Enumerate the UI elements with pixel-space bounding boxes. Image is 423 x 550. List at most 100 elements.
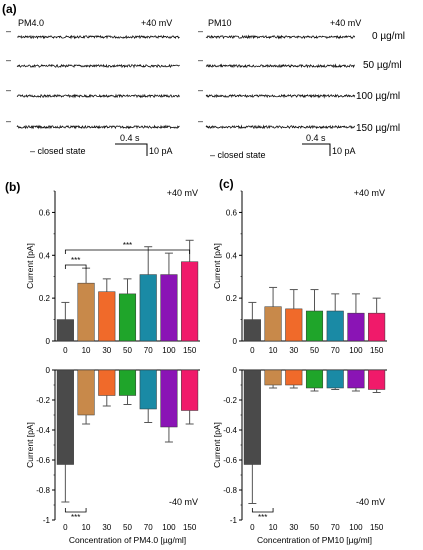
- bar-70: [326, 369, 344, 389]
- bar-50: [118, 293, 137, 342]
- trace-voltage-right: +40 mV: [330, 18, 361, 28]
- x-tick-label: 150: [370, 523, 384, 532]
- bar-50: [305, 369, 324, 389]
- x-tick-label: 50: [310, 346, 319, 355]
- voltage-annotation: +40 mV: [354, 188, 385, 198]
- voltage-annotation: +40 mV: [167, 188, 198, 198]
- bar-70: [139, 369, 157, 410]
- current-trace-pm4-1: [16, 63, 180, 69]
- panel-label-b: (b): [5, 180, 20, 194]
- x-tick-label: 30: [102, 346, 111, 355]
- x-tick-label: 0: [250, 523, 255, 532]
- y-tick-label: -1: [230, 516, 238, 525]
- x-tick-label: 150: [370, 346, 384, 355]
- bar-150: [368, 369, 386, 390]
- y-tick-label: 0: [233, 366, 238, 375]
- x-tick-label: 10: [269, 523, 278, 532]
- bar-30: [98, 369, 116, 396]
- x-tick-label: 30: [289, 523, 298, 532]
- closed-state-marker: –: [198, 116, 203, 126]
- bar-10: [264, 369, 282, 386]
- closed-state-marker: –: [6, 26, 11, 36]
- significance-label: ***: [71, 256, 80, 265]
- y-tick-label: -0.6: [223, 456, 237, 465]
- concentration-label-100: 100 µg/ml: [356, 91, 400, 102]
- x-axis-label: Concentration of PM10 [µg/ml]: [257, 535, 372, 545]
- current-trace-pm4-3: [16, 124, 180, 130]
- y-tick-label: 0.4: [226, 251, 238, 260]
- bar-100: [160, 274, 178, 342]
- x-tick-label: 70: [331, 346, 340, 355]
- bar-30: [285, 308, 303, 342]
- closed-state-legend-right: – closed state: [210, 150, 266, 160]
- x-tick-label: 100: [349, 346, 363, 355]
- scale-current-left: 10 pA: [149, 146, 173, 156]
- panel-label-a: (a): [2, 2, 17, 16]
- bar-100: [160, 369, 178, 428]
- x-tick-label: 0: [63, 523, 68, 532]
- x-tick-label: 150: [183, 346, 197, 355]
- bar-10: [264, 306, 282, 342]
- bar-0: [243, 319, 261, 342]
- current-trace-pm4-0: [16, 34, 180, 40]
- current-trace-pm10-0: [205, 34, 356, 40]
- y-tick-label: -1: [43, 516, 51, 525]
- closed-state-marker: –: [6, 55, 11, 65]
- x-tick-label: 10: [82, 523, 91, 532]
- significance-label: ***: [123, 241, 132, 250]
- y-axis-label: Current [pA]: [25, 243, 35, 289]
- x-tick-label: 50: [123, 346, 132, 355]
- x-tick-label: 70: [144, 523, 153, 532]
- y-tick-label: -0.2: [36, 396, 50, 405]
- y-tick-label: -0.4: [223, 426, 237, 435]
- significance-bracket: [64, 264, 87, 269]
- significance-bracket: [251, 508, 274, 513]
- x-tick-label: 30: [289, 346, 298, 355]
- y-axis-label: Current [pA]: [212, 243, 222, 289]
- concentration-label-150: 150 µg/ml: [356, 123, 400, 134]
- bar-70: [139, 274, 157, 342]
- x-axis-label: Concentration of PM4.0 [µg/ml]: [69, 535, 186, 545]
- current-trace-pm10-3: [205, 124, 356, 130]
- bar-150: [368, 312, 386, 342]
- bar-70: [326, 310, 344, 342]
- chart-b-top: 0 0.2 0.4 0.6 Current [pA] 0 10 30 50 70 100 150 +40…: [25, 188, 200, 355]
- bar-0: [56, 319, 74, 342]
- chart-c-bottom: -1 -0.8 -0.6 -0.4 -0.2 0 Current [pA] 0 10 30 50 70…: [212, 366, 387, 545]
- bar-0: [56, 369, 74, 465]
- x-tick-label: 30: [102, 523, 111, 532]
- closed-state-marker: –: [6, 85, 11, 95]
- scale-time-right: 0.4 s: [306, 133, 326, 143]
- y-tick-label: -0.4: [36, 426, 50, 435]
- bar-30: [98, 291, 116, 342]
- closed-state-marker: –: [6, 116, 11, 126]
- x-tick-label: 10: [82, 346, 91, 355]
- significance-bracket: [64, 249, 191, 254]
- bar-100: [347, 312, 365, 342]
- y-axis-label: Current [pA]: [212, 422, 222, 468]
- current-trace-pm10-1: [205, 63, 355, 69]
- x-tick-label: 10: [269, 346, 278, 355]
- closed-state-marker: –: [198, 26, 203, 36]
- bar-50: [305, 310, 324, 342]
- current-trace-pm10-2: [205, 93, 356, 99]
- chart-b-bottom: -1 -0.8 -0.6 -0.4 -0.2 0 Current [pA] 0 10 30 50 70…: [25, 366, 200, 545]
- x-tick-label: 0: [63, 346, 68, 355]
- scale-bar-right: 0.4 s 10 pA: [302, 133, 356, 156]
- closed-state-marker: –: [198, 55, 203, 65]
- bar-150: [181, 369, 199, 411]
- y-tick-label: 0.6: [226, 208, 238, 217]
- significance-label: ***: [258, 513, 267, 522]
- x-tick-label: 100: [162, 523, 176, 532]
- y-tick-label: 0: [233, 337, 238, 346]
- voltage-annotation: -40 mV: [169, 497, 198, 507]
- significance-label: ***: [71, 513, 80, 522]
- panel-label-c: (c): [219, 177, 234, 191]
- x-tick-label: 70: [144, 346, 153, 355]
- bar-150: [181, 261, 199, 342]
- x-tick-label: 100: [162, 346, 176, 355]
- y-tick-label: 0.4: [39, 251, 51, 260]
- trace-area: – – – – – – – –: [6, 26, 356, 130]
